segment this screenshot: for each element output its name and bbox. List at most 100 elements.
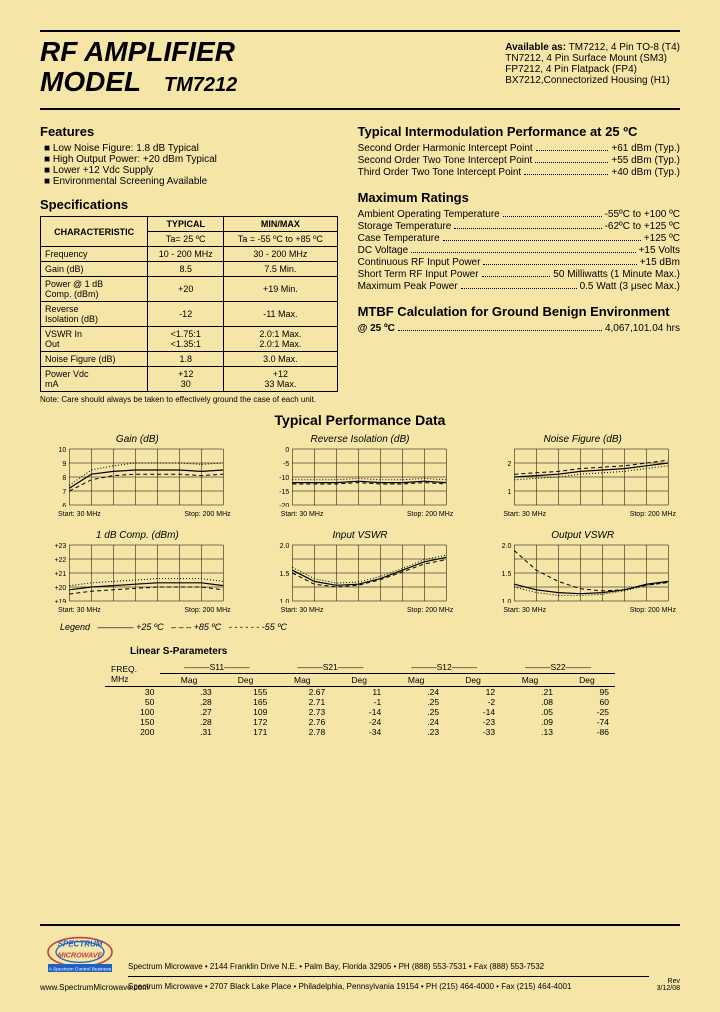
svg-text:1.0: 1.0 bbox=[502, 599, 512, 603]
spec-row: Reverse Isolation (dB)-12-11 Max. bbox=[41, 302, 338, 327]
svg-text:2: 2 bbox=[508, 461, 512, 468]
available-3: BX7212,Connectorized Housing (H1) bbox=[505, 75, 670, 86]
sparam-row: 30.331552.6711.2412.2195 bbox=[105, 687, 615, 698]
dotted-row: Ambient Operating Temperature-55ºC to +1… bbox=[358, 209, 680, 220]
dotted-row: Maximum Peak Power0.5 Watt (3 μsec Max.) bbox=[358, 281, 680, 292]
mtbf-row: @ 25 ºC 4,067,101.04 hrs bbox=[358, 323, 680, 334]
sparam-row: 200.311712.78-34.23-33.13-86 bbox=[105, 727, 615, 737]
features-list: Low Noise Figure: 1.8 dB Typical High Ou… bbox=[40, 143, 338, 187]
right-column: Typical Intermodulation Performance at 2… bbox=[358, 124, 680, 404]
maxratings-rows: Ambient Operating Temperature-55ºC to +1… bbox=[358, 209, 680, 292]
sparam-row: 100.271092.73-14.25-14.05-25 bbox=[105, 707, 615, 717]
footer-text: Spectrum Microwave • 2144 Franklin Drive… bbox=[128, 961, 649, 992]
mtbf-sub: @ 25 ºC bbox=[358, 323, 395, 334]
spectrum-logo-icon: SPECTRUM MICROWAVE A Spectrum Control Bu… bbox=[40, 932, 120, 980]
feature-item: Environmental Screening Available bbox=[44, 176, 338, 187]
svg-text:SPECTRUM: SPECTRUM bbox=[58, 939, 103, 948]
svg-text:2.0: 2.0 bbox=[502, 543, 512, 550]
title-line2-row: MODEL TM7212 bbox=[40, 66, 237, 98]
spec-th-char: CHARACTERISTIC bbox=[41, 217, 148, 247]
legend-a: +25 ºC bbox=[136, 622, 164, 632]
available-0: TM7212, 4 Pin TO-8 (T4) bbox=[569, 42, 680, 53]
spec-row: Power Vdc mA+12 30+12 33 Max. bbox=[41, 367, 338, 392]
dotted-row: Second Order Harmonic Intercept Point+61… bbox=[358, 143, 680, 154]
dotted-row: DC Voltage+15 Volts bbox=[358, 245, 680, 256]
svg-text:+21: +21 bbox=[54, 571, 66, 578]
legend-c: -55 ºC bbox=[262, 622, 287, 632]
intermod-rows: Second Order Harmonic Intercept Point+61… bbox=[358, 143, 680, 178]
legend: Legend ———— +25 ºC – – – +85 ºC - - - - … bbox=[60, 622, 680, 632]
spec-th-mm: MIN/MAX bbox=[224, 217, 337, 232]
available-1: TN7212, 4 Pin Surface Mount (SM3) bbox=[505, 53, 667, 64]
svg-text:7: 7 bbox=[62, 489, 66, 496]
svg-text:+23: +23 bbox=[54, 543, 66, 550]
sparam-title: Linear S-Parameters bbox=[130, 646, 680, 657]
chart: Output VSWR 2.01.51.0 Start: 30 MHzStop:… bbox=[485, 530, 680, 614]
svg-text:-15: -15 bbox=[279, 489, 289, 496]
available-label: Available as: bbox=[505, 42, 566, 53]
spec-row: VSWR In Out<1.75:1 <1.35:12.0:1 Max. 2.0… bbox=[41, 327, 338, 352]
spec-row: Frequency10 - 200 MHz30 - 200 MHz bbox=[41, 247, 338, 262]
feature-item: Lower +12 Vdc Supply bbox=[44, 165, 338, 176]
title-line2: MODEL bbox=[40, 66, 141, 97]
footer-url: www.SpectrumMicrowave.com bbox=[40, 983, 120, 992]
feature-item: High Output Power: +20 dBm Typical bbox=[44, 154, 338, 165]
svg-text:A Spectrum Control Business: A Spectrum Control Business bbox=[49, 966, 112, 972]
footer-line2: Spectrum Microwave • 2707 Black Lake Pla… bbox=[128, 981, 649, 992]
rev: Rev 3/12/08 bbox=[657, 978, 680, 992]
sparam-row: 50.281652.71-1.25-2.0860 bbox=[105, 697, 615, 707]
content-columns: Features Low Noise Figure: 1.8 dB Typica… bbox=[40, 124, 680, 404]
sparam-table: FREQ. MHz———S11——————S21——————S12——————S… bbox=[105, 661, 615, 737]
svg-text:+19: +19 bbox=[54, 599, 66, 603]
charts-grid: Gain (dB) 109876 Start: 30 MHzStop: 200 … bbox=[40, 434, 680, 614]
available-as: Available as: TM7212, 4 Pin TO-8 (T4) TN… bbox=[505, 38, 680, 98]
spec-table: CHARACTERISTIC TYPICAL MIN/MAX Ta= 25 ºC… bbox=[40, 216, 338, 392]
svg-text:1.5: 1.5 bbox=[502, 571, 512, 578]
intermod-title: Typical Intermodulation Performance at 2… bbox=[358, 124, 680, 139]
spec-th-typsub: Ta= 25 ºC bbox=[148, 232, 224, 247]
svg-text:6: 6 bbox=[62, 503, 66, 507]
chart: Gain (dB) 109876 Start: 30 MHzStop: 200 … bbox=[40, 434, 235, 518]
title-block: RF AMPLIFIER MODEL TM7212 bbox=[40, 38, 237, 98]
dotted-row: Second Order Two Tone Intercept Point+55… bbox=[358, 155, 680, 166]
chart: Noise Figure (dB) 21 Start: 30 MHzStop: … bbox=[485, 434, 680, 518]
dotted-row: Storage Temperature-62ºC to +125 ºC bbox=[358, 221, 680, 232]
svg-text:2.0: 2.0 bbox=[279, 543, 289, 550]
footer: SPECTRUM MICROWAVE A Spectrum Control Bu… bbox=[40, 924, 680, 992]
perfdata-title: Typical Performance Data bbox=[40, 412, 680, 428]
title-line1: RF AMPLIFIER bbox=[40, 38, 237, 66]
chart: Reverse Isolation (dB) 0-5-10-15-20 Star… bbox=[263, 434, 458, 518]
logo: SPECTRUM MICROWAVE A Spectrum Control Bu… bbox=[40, 932, 120, 992]
dotted-row: Short Term RF Input Power50 Milliwatts (… bbox=[358, 269, 680, 280]
spec-row: Gain (dB)8.57.5 Min. bbox=[41, 262, 338, 277]
svg-text:-10: -10 bbox=[279, 475, 289, 482]
dotted-row: Continuous RF Input Power+15 dBm bbox=[358, 257, 680, 268]
dots bbox=[398, 330, 602, 331]
sparam-row: 150.281722.76-24.24-23.09-74 bbox=[105, 717, 615, 727]
chart: 1 dB Comp. (dBm) +23+22+21+20+19 Start: … bbox=[40, 530, 235, 614]
mtbf-title: MTBF Calculation for Ground Benign Envir… bbox=[358, 304, 680, 319]
svg-text:-20: -20 bbox=[279, 503, 289, 507]
spec-row: Noise Figure (dB)1.83.0 Max. bbox=[41, 352, 338, 367]
model-number: TM7212 bbox=[164, 74, 237, 96]
spec-note: Note: Care should always be taken to eff… bbox=[40, 395, 338, 404]
svg-text:-5: -5 bbox=[283, 461, 289, 468]
legend-b: +85 ºC bbox=[194, 622, 222, 632]
spec-th-typ: TYPICAL bbox=[148, 217, 224, 232]
mtbf-value: 4,067,101.04 hrs bbox=[605, 323, 680, 334]
dotted-row: Third Order Two Tone Intercept Point+40 … bbox=[358, 167, 680, 178]
legend-label: Legend bbox=[60, 622, 90, 632]
svg-text:0: 0 bbox=[285, 447, 289, 454]
dotted-row: Case Temperature+125 ºC bbox=[358, 233, 680, 244]
svg-text:1.5: 1.5 bbox=[279, 571, 289, 578]
header: RF AMPLIFIER MODEL TM7212 Available as: … bbox=[40, 30, 680, 110]
spec-th-mmsub: Ta = -55 ºC to +85 ºC bbox=[224, 232, 337, 247]
svg-text:9: 9 bbox=[62, 461, 66, 468]
spec-row: Power @ 1 dB Comp. (dBm)+20+19 Min. bbox=[41, 277, 338, 302]
maxratings-title: Maximum Ratings bbox=[358, 190, 680, 205]
svg-text:8: 8 bbox=[62, 475, 66, 482]
svg-text:MICROWAVE: MICROWAVE bbox=[58, 951, 103, 960]
svg-text:1: 1 bbox=[508, 489, 512, 496]
svg-text:10: 10 bbox=[59, 447, 67, 454]
specs-title: Specifications bbox=[40, 197, 338, 212]
